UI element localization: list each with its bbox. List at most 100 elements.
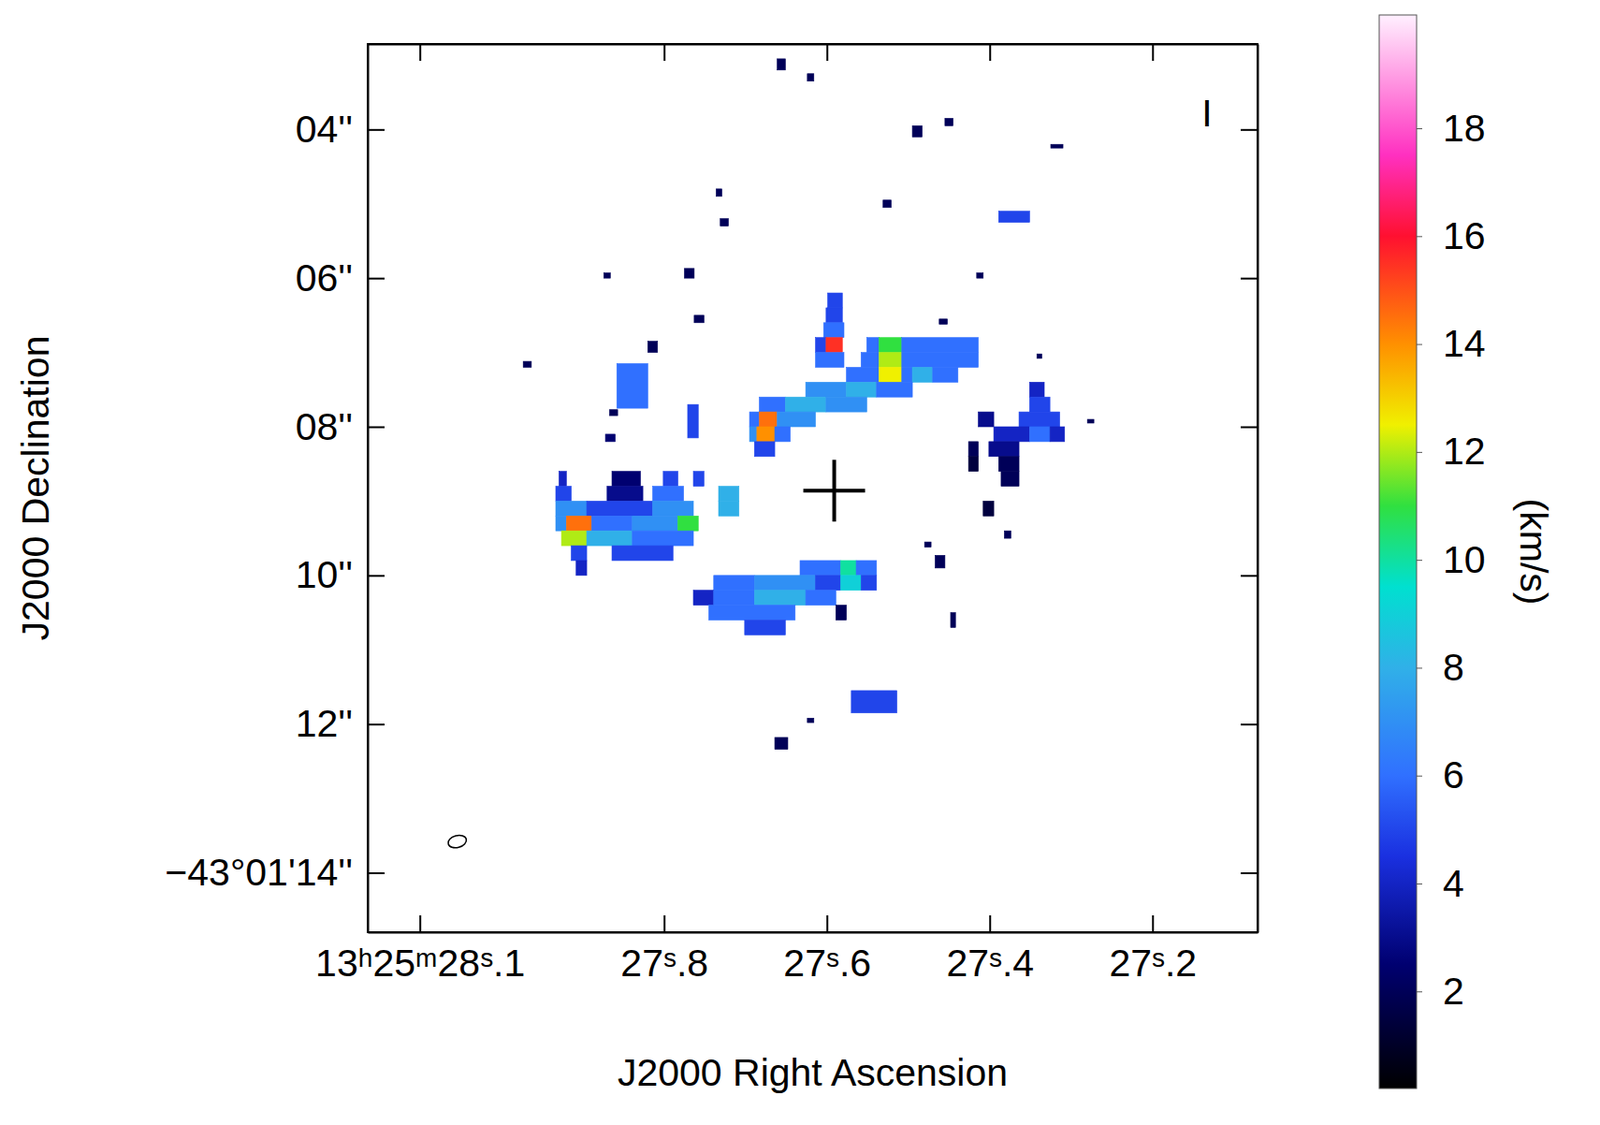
tick (1240, 724, 1258, 726)
cell (1029, 381, 1045, 397)
tick-mark (1240, 425, 1258, 428)
axis-line (368, 931, 1259, 934)
tick-mark (419, 915, 422, 932)
cell (901, 352, 979, 368)
cell (924, 541, 931, 548)
tick-mark (663, 43, 666, 61)
cell (846, 381, 877, 397)
tick: 08'' (295, 405, 385, 449)
tick-label: 18 (1442, 106, 1486, 150)
cell (939, 319, 948, 325)
cell (1029, 396, 1050, 412)
tick-label: 27ˢ.6 (783, 941, 872, 985)
tick: 6 (1416, 753, 1465, 797)
cell (878, 366, 902, 382)
tick: 8 (1416, 645, 1465, 689)
tick (1240, 426, 1258, 428)
cell (663, 471, 679, 487)
tick: 4 (1416, 861, 1465, 905)
cell (754, 590, 806, 606)
tick (1152, 43, 1154, 61)
tick-label: 16 (1442, 214, 1486, 258)
cell (1029, 426, 1050, 442)
cell (876, 381, 913, 397)
tick (1240, 277, 1258, 279)
colorbar-title: (km/s) (1512, 498, 1556, 606)
cell (571, 545, 588, 561)
cell (978, 411, 995, 427)
tick-mark (1151, 43, 1154, 61)
tick (1240, 575, 1258, 577)
tick-label: 10'' (295, 552, 353, 597)
cell (901, 337, 979, 353)
cell (815, 575, 842, 591)
cell (989, 441, 1019, 457)
cell (983, 500, 994, 516)
tick-mark (826, 43, 829, 61)
tick-label: 04'' (295, 107, 353, 151)
colorbar-axis: 24681012141618 (1416, 15, 1486, 1090)
cell (807, 73, 815, 82)
cell (1003, 530, 1011, 539)
tick-mark (1416, 990, 1423, 992)
tick: 10 (1416, 538, 1486, 582)
cell (883, 200, 892, 208)
cell (815, 337, 827, 353)
cell (851, 690, 898, 713)
tick-mark (1416, 235, 1423, 237)
cell (866, 337, 879, 353)
tick-mark (1416, 775, 1423, 777)
cell (968, 441, 978, 457)
tick-mark (367, 723, 385, 726)
cell (609, 409, 618, 416)
tick-mark (989, 915, 991, 932)
y-axis-title: J2000 Declination (14, 335, 58, 641)
tick-mark (989, 43, 991, 61)
cell (653, 500, 695, 516)
cell (823, 322, 844, 338)
tick-mark (1416, 667, 1423, 669)
tick-label: 4 (1442, 861, 1465, 905)
cell (1036, 353, 1042, 359)
cell (715, 189, 722, 197)
tick-label: 27ˢ.8 (620, 941, 709, 985)
cell (901, 366, 913, 382)
tick-mark (1240, 872, 1258, 874)
tick-label: 2 (1442, 969, 1465, 1013)
tick-mark (367, 425, 385, 428)
tick-label: 06'' (295, 256, 353, 300)
tick-label: 13ʰ25ᵐ28ˢ.1 (315, 941, 525, 985)
axis-line (368, 43, 1259, 46)
plot-frame (367, 43, 1258, 932)
tick: 27ˢ.4 (945, 915, 1034, 985)
cell (774, 426, 791, 442)
cell (1049, 426, 1065, 442)
cell (683, 268, 694, 278)
cell (841, 575, 862, 591)
cell (815, 352, 844, 368)
cell (555, 486, 572, 502)
tick: 10'' (295, 552, 385, 597)
cell (713, 575, 756, 591)
tick-mark (419, 43, 422, 61)
plot-background (367, 43, 1258, 932)
cell (860, 352, 879, 368)
tick-mark (367, 574, 385, 577)
tick (827, 43, 829, 61)
tick: 13ʰ25ᵐ28ˢ.1 (315, 915, 525, 985)
tick-label: 12'' (295, 701, 353, 745)
cell (591, 515, 633, 531)
cell (1001, 471, 1019, 487)
tick-mark (663, 915, 666, 932)
cell (687, 404, 699, 438)
cell (777, 411, 816, 427)
tick-label: 8 (1442, 645, 1465, 689)
plot-area (446, 58, 1094, 850)
tick-label: 6 (1442, 753, 1465, 797)
cell (586, 530, 633, 546)
cell (647, 341, 657, 353)
cell (759, 411, 778, 427)
tick: 2 (1416, 969, 1465, 1013)
y-axis (1240, 44, 1259, 933)
tick-mark (826, 915, 829, 932)
